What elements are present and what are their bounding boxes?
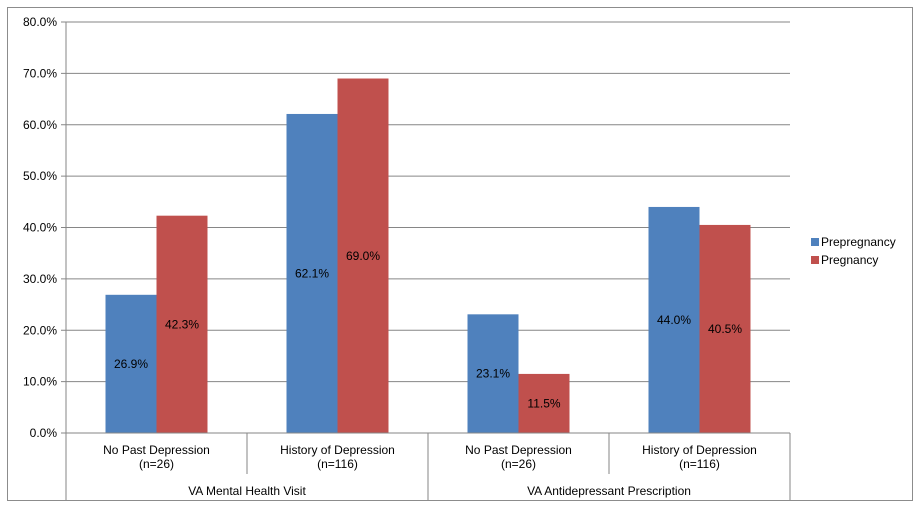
data-label: 23.1% (476, 367, 510, 381)
legend-swatch (811, 256, 819, 264)
x-category-sublabel: (n=116) (679, 457, 720, 471)
data-labels: 26.9% 42.3% 62.1% 69.0% 23.1% 11.5% 44.0% 40.5% (114, 249, 742, 411)
data-label: 26.9% (114, 357, 148, 371)
legend-label: Prepregnancy (821, 235, 896, 249)
legend-label: Pregnancy (821, 253, 878, 267)
legend: Prepregnancy Pregnancy (811, 235, 896, 267)
y-tick-label: 80.0% (23, 15, 57, 29)
legend-swatch (811, 238, 819, 246)
x-category-label: History of Depression (642, 443, 757, 457)
y-tick-label: 20.0% (23, 323, 57, 337)
x-group-label: VA Antidepressant Prescription (527, 484, 691, 498)
bar-prepregnancy-1 (286, 113, 338, 434)
x-category-sublabel: (n=26) (139, 457, 174, 471)
data-label: 42.3% (165, 317, 199, 331)
bars (105, 78, 751, 434)
x-group-label: VA Mental Health Visit (188, 484, 306, 498)
bar-pregnancy-1 (337, 78, 389, 433)
y-tick-label: 0.0% (30, 426, 58, 440)
y-tick-label: 70.0% (23, 66, 57, 80)
axes: 0.0% 10.0% 20.0% 30.0% 40.0% 50.0% 60.0% 70.0% 8… (23, 15, 791, 500)
x-category-sublabel: (n=116) (317, 457, 358, 471)
y-tick-label: 30.0% (23, 272, 57, 286)
bar-pregnancy-0 (156, 215, 208, 433)
bar-pregnancy-3 (699, 224, 751, 433)
y-tick-label: 40.0% (23, 221, 57, 235)
x-category-label: No Past Depression (465, 443, 572, 457)
bar-prepregnancy-0 (105, 294, 157, 433)
data-label: 40.5% (708, 322, 742, 336)
data-label: 44.0% (657, 313, 691, 327)
bar-prepregnancy-2 (467, 314, 519, 433)
y-tick-label: 60.0% (23, 118, 57, 132)
data-label: 69.0% (346, 249, 380, 263)
x-category-sublabel: (n=26) (501, 457, 536, 471)
y-tick-label: 10.0% (23, 375, 57, 389)
x-category-label: No Past Depression (103, 443, 210, 457)
x-category-label: History of Depression (280, 443, 395, 457)
bar-prepregnancy-3 (648, 206, 700, 433)
data-label: 11.5% (527, 396, 560, 410)
data-label: 62.1% (295, 266, 329, 280)
y-tick-label: 50.0% (23, 169, 57, 183)
bar-pregnancy-2 (518, 373, 570, 433)
